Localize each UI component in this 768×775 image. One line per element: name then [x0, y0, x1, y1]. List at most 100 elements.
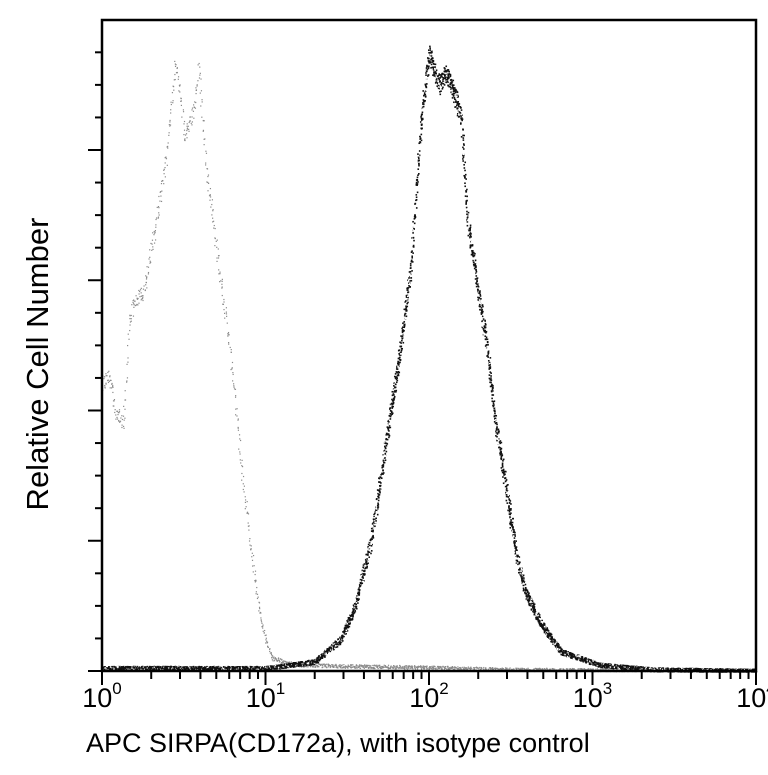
histogram-dot — [299, 666, 301, 668]
histogram-dot — [347, 624, 349, 627]
histogram-dot — [109, 379, 111, 381]
histogram-dot — [194, 101, 196, 103]
histogram-dot — [362, 564, 365, 566]
histogram-dot — [375, 509, 377, 511]
histogram-dot — [400, 351, 402, 353]
histogram-dot — [158, 195, 160, 198]
histogram-dot — [395, 389, 398, 392]
histogram-dot — [403, 327, 405, 330]
histogram-dot — [254, 666, 257, 668]
histogram-dot — [581, 667, 583, 670]
histogram-dot — [422, 666, 424, 668]
histogram-dot — [147, 273, 150, 275]
histogram-dot — [328, 649, 330, 652]
histogram-dot — [378, 477, 380, 480]
histogram-dot — [387, 427, 390, 429]
histogram-dot — [216, 239, 218, 241]
histogram-dot — [216, 666, 219, 668]
histogram-dot — [402, 667, 404, 669]
histogram-dot — [147, 668, 149, 671]
histogram-dot — [394, 668, 396, 670]
histogram-dot — [117, 666, 119, 669]
histogram-dot — [327, 663, 329, 665]
histogram-dot — [367, 666, 370, 668]
histogram-dot — [393, 390, 396, 392]
histogram-dot — [148, 258, 150, 260]
histogram-dot — [543, 667, 545, 670]
histogram-dot — [382, 466, 385, 468]
histogram-dot — [573, 668, 575, 670]
histogram-dot — [392, 397, 395, 400]
histogram-dot — [183, 120, 186, 123]
histogram-dot — [160, 183, 163, 185]
histogram-dot — [273, 667, 276, 670]
histogram-dot — [365, 562, 368, 564]
histogram-dot — [313, 664, 315, 666]
histogram-dot — [233, 385, 235, 387]
histogram-dot — [221, 278, 223, 280]
histogram-dot — [408, 667, 410, 670]
histogram-dot — [155, 667, 158, 670]
histogram-dot — [399, 354, 402, 356]
histogram-dot — [272, 660, 274, 662]
histogram-dot — [205, 162, 207, 164]
histogram-dot — [254, 580, 256, 582]
histogram-dot — [252, 571, 254, 573]
histogram-dot — [449, 668, 451, 670]
histogram-dot — [167, 142, 169, 144]
histogram-dot — [202, 119, 204, 122]
histogram-dot — [389, 403, 392, 406]
histogram-dot — [228, 343, 230, 345]
histogram-dot — [220, 280, 222, 282]
histogram-dot — [469, 668, 471, 670]
histogram-dot — [431, 666, 434, 669]
histogram-dot — [309, 662, 312, 664]
histogram-dot — [177, 78, 179, 80]
histogram-dot — [370, 543, 373, 545]
histogram-dot — [366, 565, 368, 568]
histogram-dot — [374, 523, 377, 526]
histogram-dot — [399, 665, 401, 667]
histogram-dot — [389, 667, 392, 669]
histogram-dot — [255, 580, 257, 582]
histogram-dot — [304, 662, 306, 664]
histogram-dot — [388, 430, 390, 432]
histogram-dot — [168, 134, 170, 136]
histogram-dot — [338, 665, 340, 667]
histogram-dot — [404, 665, 406, 667]
histogram-dot — [122, 425, 125, 428]
histogram-dot — [416, 666, 418, 668]
histogram-dot — [423, 667, 425, 670]
histogram-dot — [348, 665, 350, 668]
histogram-dot — [245, 668, 248, 671]
histogram-dot — [275, 666, 278, 668]
histogram-dot — [319, 658, 321, 661]
histogram-dot — [377, 667, 379, 670]
histogram-dot — [209, 194, 211, 196]
histogram-dot — [341, 636, 344, 639]
histogram-dot — [546, 667, 548, 669]
histogram-dot — [241, 465, 243, 467]
histogram-dot — [354, 610, 357, 613]
histogram-dot — [246, 511, 249, 513]
histogram-dot — [144, 667, 147, 669]
histogram-dot — [429, 666, 431, 668]
histogram-dot — [236, 408, 238, 410]
histogram-dot — [376, 508, 379, 510]
histogram-dot — [396, 665, 398, 667]
histogram-dot — [274, 657, 277, 660]
histogram-dot — [216, 246, 218, 248]
histogram-dot — [332, 642, 335, 644]
histogram-dot — [259, 608, 261, 610]
histogram-dot — [381, 472, 383, 475]
histogram-dot — [237, 429, 240, 431]
histogram-dot — [433, 666, 435, 668]
histogram-dot — [178, 667, 180, 670]
histogram-dot — [324, 651, 327, 654]
histogram-dot — [376, 664, 378, 666]
histogram-dot — [397, 360, 399, 363]
histogram-dot — [395, 371, 398, 373]
histogram-dot — [104, 376, 106, 378]
histogram-dot — [124, 390, 126, 392]
histogram-dot — [392, 665, 395, 667]
